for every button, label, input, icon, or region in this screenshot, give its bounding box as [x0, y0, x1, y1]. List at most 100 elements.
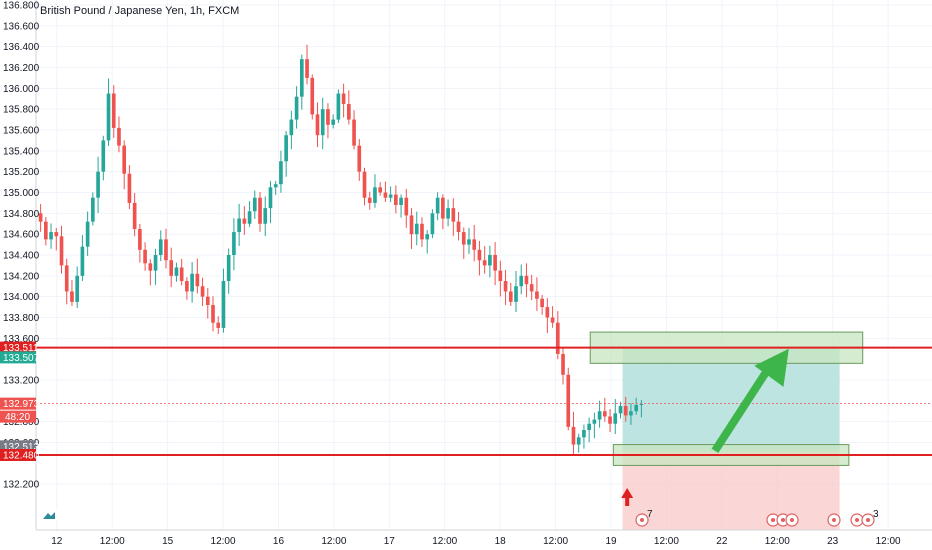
candle-body	[367, 197, 372, 203]
candle-body	[263, 208, 268, 224]
candle-body	[618, 406, 623, 414]
time-tick-label: 17	[384, 536, 396, 547]
candle-body	[608, 416, 612, 424]
candle-body	[503, 281, 508, 292]
candle-body	[519, 275, 524, 287]
time-tick-label: 16	[273, 536, 285, 547]
candle-body	[373, 187, 377, 203]
candle-body	[508, 291, 513, 302]
price-tick-label: 135.200	[3, 167, 40, 178]
candle-body	[85, 221, 90, 247]
candle-body	[242, 218, 247, 224]
candle-body	[639, 403, 644, 405]
candle-body	[550, 317, 555, 323]
candle-body	[493, 255, 497, 271]
level-tag-label: 132.480	[3, 451, 40, 462]
candle-body	[357, 145, 362, 172]
price-tick-label: 134.000	[3, 292, 40, 303]
candle-body	[38, 213, 43, 222]
time-tick-label: 12	[51, 536, 63, 547]
candle-body	[378, 187, 383, 193]
time-tick-label: 12:00	[876, 536, 901, 547]
candle-body	[555, 322, 560, 354]
candle-body	[362, 171, 367, 198]
candle-body	[190, 273, 194, 292]
candle-body	[529, 284, 534, 292]
candle-body	[195, 273, 200, 287]
time-tick-label: 19	[605, 536, 617, 547]
candles	[38, 44, 644, 455]
candle-body	[477, 249, 482, 261]
candle-body	[545, 307, 550, 318]
price-tick-label: 132.800	[3, 417, 40, 428]
candle-body	[169, 260, 174, 276]
candle-body	[488, 255, 492, 266]
candle-body	[394, 194, 398, 205]
time-axis-bg	[36, 530, 932, 550]
candle-body	[352, 119, 356, 146]
candle-body	[237, 218, 241, 233]
level-tag	[0, 449, 36, 461]
candle-body	[629, 411, 633, 416]
chart-title: British Pound / Japanese Yen, 1h, FXCM	[40, 5, 240, 17]
candle-body	[634, 405, 638, 412]
candle-body	[524, 275, 529, 285]
candle-body	[561, 353, 565, 375]
candle-body	[127, 173, 132, 203]
price-tick-label: 132.200	[3, 480, 40, 491]
candle-body	[75, 275, 80, 302]
level-tag-label: 133.511	[3, 343, 39, 354]
candle-body	[472, 239, 477, 250]
candle-body	[315, 114, 320, 136]
candle-body	[247, 211, 252, 224]
candle-body	[341, 93, 346, 104]
event-count: 7	[647, 509, 653, 520]
time-tick-label: 12:00	[432, 536, 457, 547]
candle-body	[540, 298, 544, 308]
candle-body	[514, 286, 518, 302]
candle-body	[409, 215, 414, 235]
time-tick-label: 12:00	[543, 536, 568, 547]
candle-body	[273, 184, 278, 188]
candle-body	[294, 96, 299, 120]
event-icon-dot	[790, 518, 794, 522]
candle-body	[49, 232, 53, 240]
candle-body	[96, 171, 100, 198]
price-tick-label: 136.800	[3, 1, 40, 12]
price-tick-label: 135.400	[3, 146, 40, 157]
candle-body	[582, 430, 586, 438]
candle-body	[174, 267, 179, 276]
target-arrow-shaft	[711, 362, 775, 454]
candle-body	[205, 296, 210, 305]
candle-body	[336, 93, 341, 120]
candle-body	[279, 161, 283, 185]
event-icon-dot	[866, 518, 870, 522]
countdown-label: 48:20	[5, 412, 30, 423]
candle-body	[122, 145, 127, 174]
candle-body	[602, 411, 607, 417]
time-tick-label: 12:00	[654, 536, 679, 547]
candle-body	[623, 406, 628, 416]
candle-body	[388, 194, 393, 198]
candle-body	[566, 374, 571, 427]
target-arrow-head	[754, 348, 789, 387]
candle-body	[179, 267, 184, 282]
candle-body	[326, 109, 330, 125]
candle-body	[299, 59, 304, 97]
candle-body	[461, 232, 466, 245]
candle-body	[143, 249, 147, 264]
candle-body	[587, 423, 591, 430]
candle-body	[64, 265, 69, 292]
candle-body	[289, 119, 294, 136]
candle-body	[258, 197, 262, 224]
time-tick-label: 18	[495, 536, 507, 547]
candle-body	[268, 187, 273, 209]
candle-body	[284, 135, 288, 162]
price-tick-label: 135.000	[3, 188, 40, 199]
candle-body	[80, 246, 85, 276]
position-tool	[589, 331, 864, 530]
candle-body	[158, 239, 163, 255]
candle-body	[456, 221, 461, 233]
price-tick-label: 133.800	[3, 313, 40, 324]
